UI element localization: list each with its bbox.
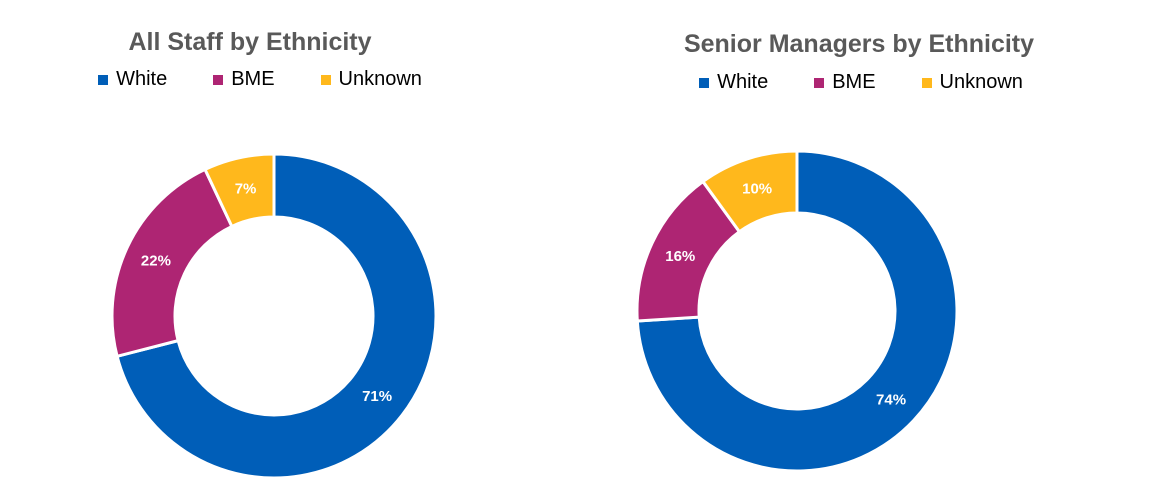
legend-swatch-bme [814,77,825,88]
legend-swatch-bme [213,74,224,85]
donut-chart: 74% 16% 10% [635,149,959,473]
data-label-bme: 22% [141,252,171,269]
data-label-white: 71% [362,388,392,405]
slice-white [635,149,959,473]
legend-item-unknown: Unknown [921,71,1023,94]
legend-label: BME [231,68,275,90]
legend-item-bme: BME [213,68,275,91]
legend-item-bme: BME [814,71,876,94]
chart-senior-managers: Senior Managers by Ethnicity White BME U… [560,0,1170,495]
legend-swatch-unknown [921,77,932,88]
donut-chart: 71% 22% 7% [110,152,438,480]
slice-unknown [203,152,276,229]
legend-item-white: White [699,71,768,94]
legend-label: White [116,68,168,90]
data-label-bme: 16% [665,248,695,265]
legend-swatch-unknown [320,74,331,85]
legend-label: White [717,71,769,93]
data-label-unknown: 7% [235,181,257,198]
legend-label: Unknown [338,68,422,90]
legend-item-white: White [98,68,167,91]
data-label-white: 74% [876,391,906,408]
chart-title: All Staff by Ethnicity [128,28,372,56]
slice-white [115,152,438,480]
legend-item-unknown: Unknown [320,68,422,91]
legend-swatch-white [98,74,109,85]
slice-unknown [700,149,799,234]
legend: White BME Unknown [0,68,540,91]
chart-title: Senior Managers by Ethnicity [683,30,1035,58]
chart-all-staff: All Staff by Ethnicity White BME Unknown… [0,0,560,495]
slice-bme [110,167,234,359]
legend-swatch-white [699,77,710,88]
legend-label: BME [832,71,876,93]
legend: White BME Unknown [556,71,1166,94]
data-label-unknown: 10% [742,180,772,197]
legend-label: Unknown [939,71,1023,93]
